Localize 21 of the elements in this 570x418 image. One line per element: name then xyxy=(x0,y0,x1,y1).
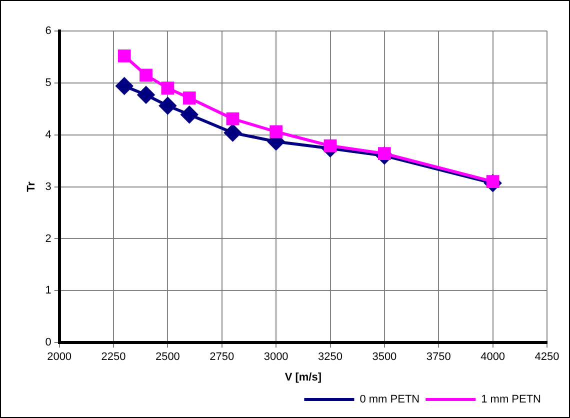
x-tick-label: 2000 xyxy=(47,351,72,364)
y-tick-label: 6 xyxy=(45,25,52,38)
x-tick-label: 3750 xyxy=(426,351,451,364)
x-tick-label: 4000 xyxy=(480,351,506,364)
y-tick-label: 0 xyxy=(45,336,52,349)
x-tick-label: 3000 xyxy=(264,351,288,364)
y-tick-label: 1 xyxy=(45,284,52,297)
legend-label: 1 mm PETN xyxy=(481,394,542,406)
y-axis-title: Tr xyxy=(26,180,38,192)
x-tick-label: 2750 xyxy=(210,351,234,364)
x-tick-label: 2500 xyxy=(155,351,180,364)
x-tick-label: 3500 xyxy=(372,351,397,364)
x-tick-label: 3250 xyxy=(318,351,342,364)
y-tick-label: 3 xyxy=(45,180,52,193)
x-axis-title: V [m/s] xyxy=(284,371,322,384)
x-tick-label: 2250 xyxy=(101,351,126,364)
y-tick-label: 5 xyxy=(45,76,52,89)
y-tick-label: 4 xyxy=(45,128,52,141)
legend-label: 0 mm PETN xyxy=(360,394,420,406)
y-tick-label: 2 xyxy=(45,232,52,245)
x-tick-label: 4250 xyxy=(534,351,560,364)
